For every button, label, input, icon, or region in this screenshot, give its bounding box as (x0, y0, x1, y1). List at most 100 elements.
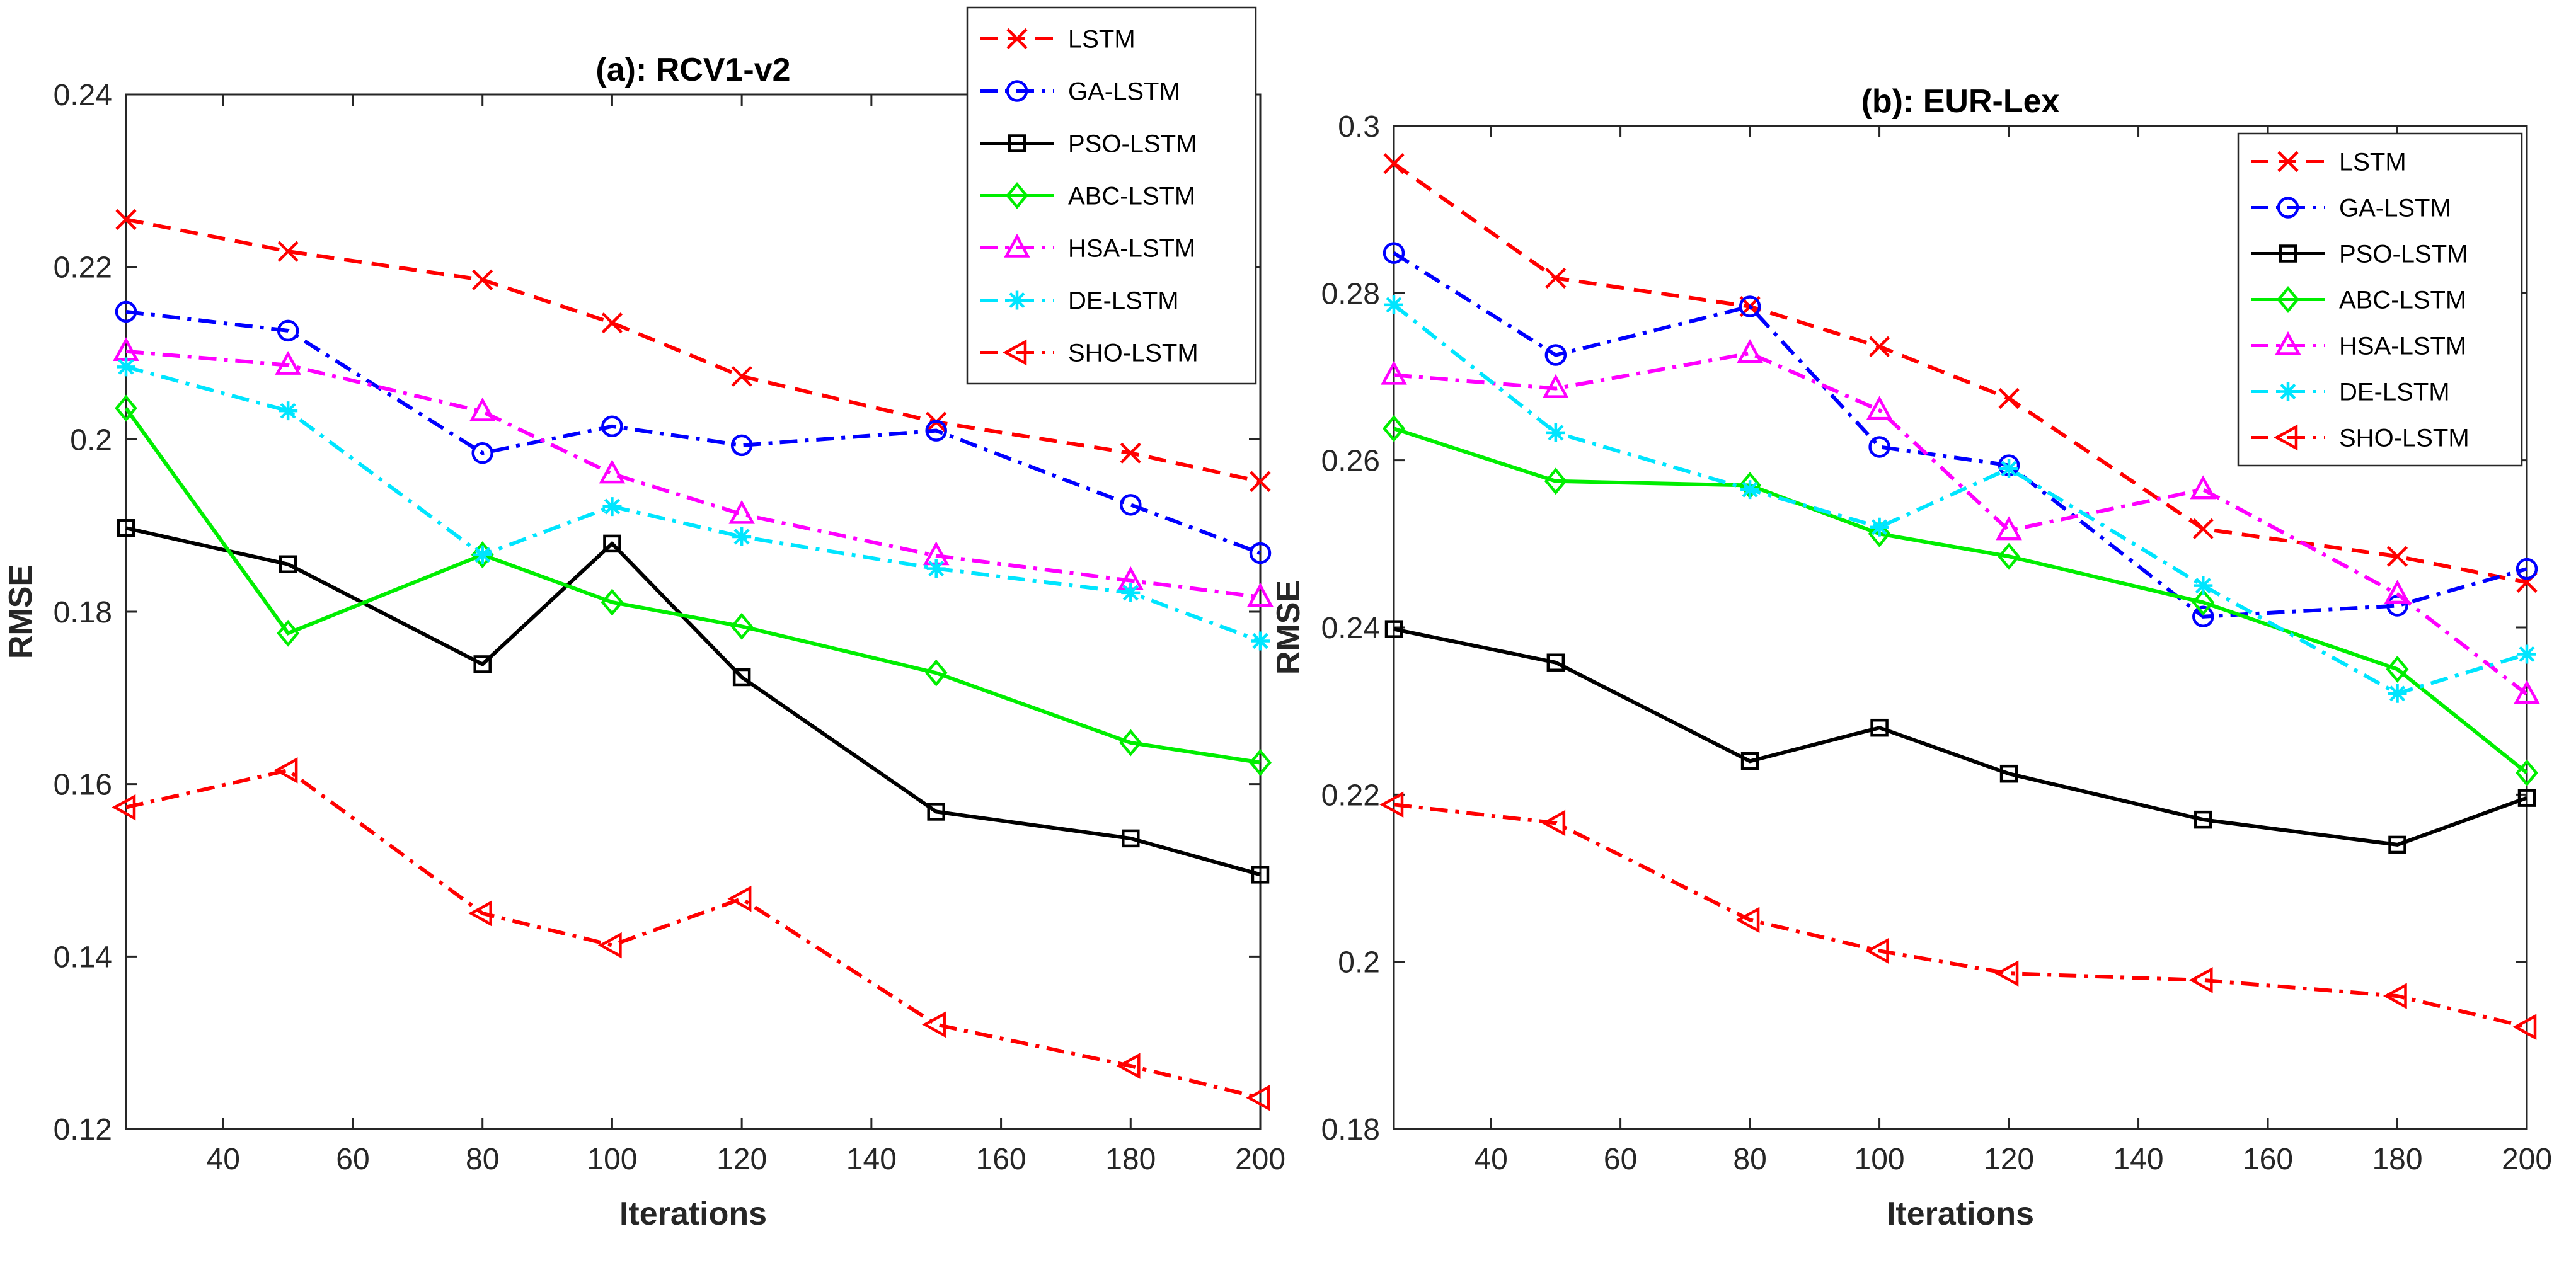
series-lstm (115, 209, 1271, 492)
data-point-sho-lstm (597, 932, 622, 959)
data-point-sho-lstm (922, 1011, 946, 1038)
series-line-hsa-lstm (125, 349, 1261, 599)
legend-label: DE-LSTM (1068, 287, 1179, 315)
series-line-de-lstm (1393, 303, 2527, 696)
y-axis-title: RMSE (1270, 580, 1307, 675)
series-line-ga-lstm (1393, 251, 2527, 619)
data-point-lstm (472, 269, 493, 290)
data-point-lstm (115, 209, 137, 230)
data-point-abc-lstm (1868, 520, 1891, 547)
data-point-pso-lstm (927, 803, 945, 821)
x-tick-label: 40 (1474, 1143, 1507, 1176)
data-point-de-lstm (1740, 480, 1760, 500)
series-line-lstm (125, 217, 1261, 484)
data-point-pso-lstm (1546, 653, 1565, 672)
legend-item-de-lstm: DE-LSTM (980, 287, 1179, 315)
legend-marker (1006, 80, 1028, 102)
legend-label: LSTM (2339, 149, 2406, 176)
data-point-de-lstm (2194, 576, 2213, 595)
x-tick-label: 80 (1733, 1143, 1766, 1176)
x-tick-label: 180 (1105, 1143, 1156, 1176)
legend-marker (2277, 151, 2299, 173)
data-point-hsa-lstm (1247, 583, 1274, 607)
legend-label: SHO-LSTM (1068, 340, 1199, 367)
series-line-abc-lstm (124, 407, 1261, 765)
data-point-abc-lstm (2516, 759, 2538, 787)
data-point-lstm (2386, 546, 2408, 567)
legend-label: HSA-LSTM (1068, 235, 1195, 263)
series-sho-lstm (112, 757, 1270, 1111)
data-point-pso-lstm (1122, 829, 1140, 848)
data-point-lstm (277, 241, 299, 262)
data-point-abc-lstm (924, 659, 948, 687)
x-tick-label: 120 (716, 1143, 767, 1176)
legend-item-abc-lstm: ABC-LSTM (980, 181, 1195, 210)
data-point-pso-lstm (2194, 810, 2212, 829)
data-point-ga-lstm (601, 415, 623, 438)
series-line-sho-lstm (125, 768, 1261, 1100)
data-point-de-lstm (279, 401, 298, 421)
data-point-sho-lstm (468, 900, 492, 927)
data-point-de-lstm (1870, 517, 1889, 537)
data-point-pso-lstm (1999, 764, 2018, 783)
data-point-abc-lstm (2192, 588, 2215, 616)
series-de-lstm (117, 357, 1270, 651)
data-point-abc-lstm (1544, 467, 1567, 495)
legend-marker (1006, 181, 1028, 210)
data-point-ga-lstm (1249, 542, 1272, 564)
series-abc-lstm (115, 394, 1272, 776)
series-line-sho-lstm (1393, 803, 2527, 1029)
data-point-lstm (1998, 387, 2020, 409)
series-line-pso-lstm (1393, 627, 2528, 847)
data-point-ga-lstm (1544, 344, 1567, 366)
data-point-pso-lstm (2517, 789, 2536, 807)
series-hsa-lstm (1381, 339, 2540, 704)
legend-marker (1003, 339, 1027, 366)
data-point-hsa-lstm (275, 350, 301, 375)
y-tick-label: 0.22 (54, 251, 112, 285)
legend-marker (1006, 28, 1028, 50)
chart-title: (a): RCV1-v2 (595, 52, 790, 88)
y-tick-label: 0.26 (1321, 445, 1380, 478)
data-point-abc-lstm (277, 619, 300, 647)
data-point-de-lstm (926, 559, 946, 578)
data-point-de-lstm (1999, 459, 2019, 478)
legend-marker (2277, 197, 2299, 219)
data-point-pso-lstm (117, 519, 135, 537)
data-point-ga-lstm (471, 442, 493, 464)
data-point-hsa-lstm (599, 459, 626, 484)
data-point-ga-lstm (2516, 558, 2538, 580)
series-de-lstm (1384, 295, 2536, 703)
x-tick-label: 40 (207, 1143, 240, 1176)
data-point-hsa-lstm (1996, 516, 2022, 541)
y-tick-label: 0.24 (54, 79, 112, 112)
legend-label: GA-LSTM (2339, 195, 2451, 222)
data-point-abc-lstm (2386, 655, 2409, 683)
x-tick-label: 160 (2243, 1143, 2293, 1176)
data-point-sho-lstm (2512, 1014, 2537, 1040)
data-point-hsa-lstm (2384, 580, 2411, 604)
data-point-hsa-lstm (728, 500, 755, 524)
y-tick-label: 0.18 (54, 596, 112, 629)
legend-item-hsa-lstm: HSA-LSTM (980, 233, 1195, 263)
data-point-ga-lstm (2192, 605, 2214, 628)
series-ga-lstm (115, 300, 1272, 564)
data-point-lstm (1120, 442, 1141, 464)
series-line-abc-lstm (1393, 426, 2528, 775)
data-point-ga-lstm (1739, 295, 1761, 318)
legend-item-pso-lstm: PSO-LSTM (2251, 241, 2468, 268)
legend: LSTM GA-LSTM PSO-LSTM ABC-LSTM HSA-LSTM DE-LS… (2237, 132, 2523, 467)
legend-marker (2277, 285, 2299, 314)
data-point-sho-lstm (2188, 967, 2213, 993)
data-point-de-lstm (732, 527, 752, 546)
chart-eur-lex: (b): EUR-Lex 40 60 80 100 120 140 160 180 200 0.18… (1270, 83, 2552, 1232)
legend-label: PSO-LSTM (1068, 130, 1197, 158)
data-point-de-lstm (117, 357, 135, 377)
legend-marker (2274, 424, 2298, 451)
data-point-lstm (1383, 153, 1405, 174)
series-line-hsa-lstm (1393, 351, 2528, 696)
x-tick-label: 60 (1604, 1143, 1637, 1176)
data-point-de-lstm (2388, 684, 2407, 703)
data-point-hsa-lstm (1381, 360, 1407, 385)
